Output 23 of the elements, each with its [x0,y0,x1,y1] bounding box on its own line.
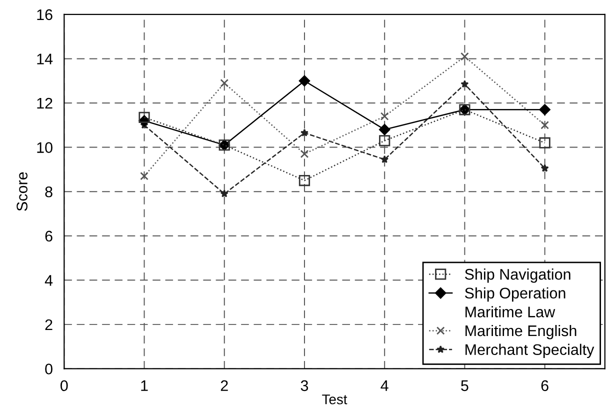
y-tick-label: 4 [44,275,53,286]
y-tick-label: 0 [45,364,52,374]
legend-label: Maritime English [466,324,576,340]
y-tick-label: 12 [37,98,52,109]
y-tick-label: 16 [37,9,52,20]
x-tick-label: 4 [380,380,388,391]
text: Maritime Law [466,306,556,318]
x-axis-title: Test [322,394,348,404]
x-tick-label: 3 [300,380,308,392]
y-tick-label: 10 [37,142,52,153]
x-tick-label: 1 [141,380,148,391]
y-tick-label: 2 [45,319,52,330]
x-tick-label: 2 [220,380,228,391]
y-tick-label: 6 [45,230,52,242]
x-tick-label: 5 [461,380,468,392]
x-tick-label: 6 [541,380,548,392]
y-tick-label: 8 [45,186,52,198]
y-axis-title: Score [16,172,28,211]
legend-label: Ship Operation [464,287,566,302]
y-tick-label: 14 [37,54,53,64]
legend-label: Merchant Specialty [466,344,594,358]
legend-label: Ship Navigation [464,268,570,283]
x-tick-label: 0 [60,380,68,392]
